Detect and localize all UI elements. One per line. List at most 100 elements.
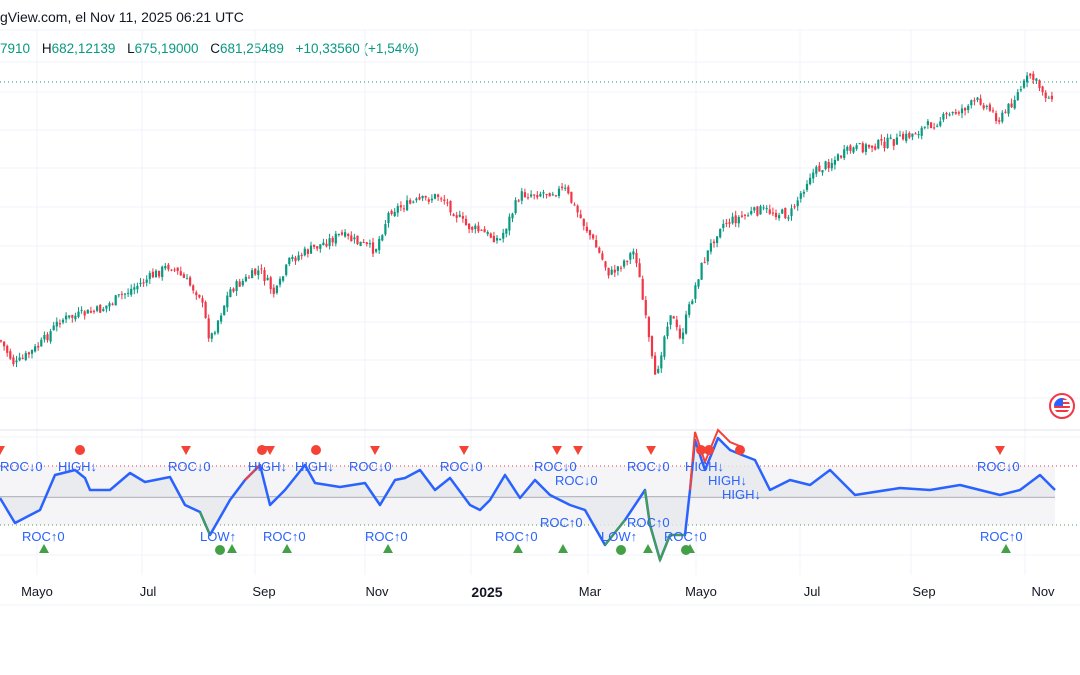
candle-up [474,225,477,230]
candle-up [691,300,694,305]
buy-triangle-marker [227,544,237,553]
candle-up [1035,78,1038,81]
roc-up-label: ROC↑0 [495,529,538,544]
candle-down [263,270,266,281]
candle-up [551,194,554,196]
buy-triangle-marker [1001,544,1011,553]
candle-down [316,246,319,249]
buy-triangle-marker [383,544,393,553]
candle-up [368,243,371,245]
candle-down [365,242,368,245]
candle-up [960,108,964,114]
candle-down [158,270,161,277]
candle-up [967,105,970,111]
sell-triangle-marker [995,446,1005,455]
candle-down [464,218,468,226]
candle-down [120,293,123,295]
candle-up [24,353,27,360]
candle-up [499,239,502,241]
candle-down [523,192,526,198]
candle-up [344,232,347,237]
candle-up [694,285,697,299]
roc-down-label: ROC↓0 [555,473,598,488]
candle-up [1007,103,1010,114]
candle-up [297,255,300,261]
candle-up [117,294,120,296]
candle-up [976,97,979,101]
candle-up [750,211,753,215]
candle-up [700,262,703,280]
oversold-segment [644,489,685,564]
candle-down [874,146,877,150]
candle-up [226,295,229,308]
candle-down [356,235,359,245]
low-circle-marker [215,545,225,555]
candle-up [136,285,139,290]
candle-down [3,341,6,347]
candle-down [300,255,303,257]
candle-down [570,191,573,203]
candle-up [34,346,37,352]
candle-up [821,170,824,173]
candle-up [864,144,867,152]
candle-down [173,269,176,271]
candle-up [508,216,511,231]
us-flag-icon[interactable] [1049,393,1075,419]
candle-down [973,100,976,102]
candle-up [486,232,489,235]
candle-down [179,271,182,276]
candle-up [213,332,216,334]
candle-up [244,276,247,282]
candle-down [92,310,96,312]
candle-down [604,261,607,268]
candle-up [1026,75,1029,83]
buy-triangle-marker [39,544,49,553]
candle-up [15,360,18,363]
candle-up [697,279,700,287]
candle-down [703,261,706,263]
candle-down [272,287,275,294]
candle-up [781,209,784,214]
candle-up [542,192,545,194]
candle-down [793,206,796,208]
candle-up [185,278,189,280]
candle-down [638,263,641,278]
candle-down [740,215,743,217]
candle-up [80,309,83,311]
candle-up [632,251,635,255]
candle-up [802,191,805,194]
candle-up [731,216,734,224]
candle-down [371,242,375,254]
candle-up [1001,112,1004,122]
candle-up [787,217,790,219]
candle-down [427,199,430,202]
candle-up [216,320,220,333]
candle-up [495,237,499,241]
candle-up [102,309,105,312]
candle-up [65,315,68,320]
candle-down [269,277,272,290]
candle-down [526,197,530,199]
candle-down [678,328,681,339]
candle-up [18,357,21,361]
candle-up [375,249,378,252]
candle-down [347,234,350,236]
candle-up [77,311,80,317]
candle-down [399,205,402,208]
candle-up [805,183,809,190]
candle-up [511,213,514,219]
high-label: HIGH↓ [685,459,724,474]
candle-up [30,349,34,354]
candle-up [923,126,926,128]
candle-down [27,352,30,355]
candle-up [303,248,306,256]
candle-up [722,223,725,229]
candle-up [765,208,768,210]
time-axis-label: Jul [139,584,157,599]
roc-down-label: ROC↓0 [349,459,392,474]
low-label: L [127,41,135,56]
candle-down [964,107,967,111]
candle-up [291,256,294,260]
candle-up [421,195,424,199]
